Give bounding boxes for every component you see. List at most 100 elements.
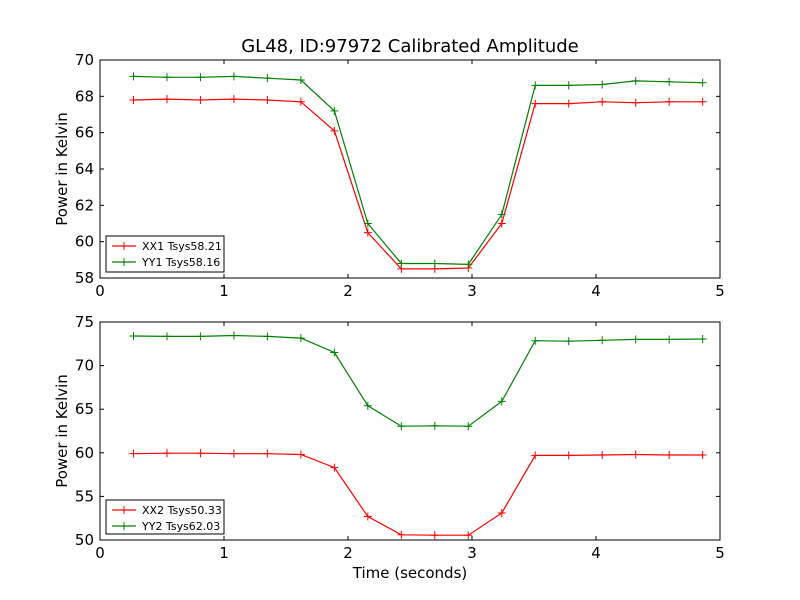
data-point xyxy=(363,401,372,410)
data-point xyxy=(698,450,707,459)
y-tick-label: 65 xyxy=(75,400,94,418)
data-point xyxy=(196,95,205,104)
data-point xyxy=(564,337,573,346)
data-point xyxy=(229,95,238,104)
data-point xyxy=(296,450,305,459)
data-point xyxy=(129,72,138,81)
x-tick-label: 1 xyxy=(219,544,229,562)
series-line-2-2 xyxy=(133,334,703,427)
data-point xyxy=(464,422,473,431)
series-line-2-1 xyxy=(133,452,703,536)
data-point xyxy=(430,259,439,268)
data-point xyxy=(162,73,171,82)
data-point xyxy=(196,449,205,458)
y-tick-label: 60 xyxy=(75,444,94,462)
data-point xyxy=(229,331,238,340)
data-point xyxy=(665,335,674,344)
plots: 0 1 2 3 4 5 58 60 62 64 66 68 70 Power in Kelvin XX1 T… xyxy=(53,51,725,562)
subplot-1: 0 1 2 3 4 5 58 60 62 64 66 68 70 Power in Kelvin XX1 T… xyxy=(53,51,725,300)
data-point xyxy=(129,331,138,340)
data-point xyxy=(363,219,372,228)
y-tick-label: 64 xyxy=(75,160,94,178)
legend-marker xyxy=(120,258,128,266)
y-tick-label: 70 xyxy=(75,51,94,69)
data-point xyxy=(497,508,506,517)
x-tick-label: 0 xyxy=(95,282,105,300)
figure-title: GL48, ID:97972 Calibrated Amplitude xyxy=(241,36,579,57)
data-point xyxy=(162,449,171,458)
data-point xyxy=(397,422,406,431)
data-point xyxy=(531,451,540,460)
x-tick-label: 1 xyxy=(219,282,229,300)
data-point xyxy=(598,80,607,89)
legend-label: YY1 Tsys58.16 xyxy=(141,256,220,269)
data-point xyxy=(162,332,171,341)
data-point xyxy=(564,99,573,108)
data-point xyxy=(464,531,473,540)
x-tick-label: 3 xyxy=(467,282,477,300)
data-point xyxy=(430,421,439,430)
data-point xyxy=(464,260,473,269)
y-tick-label: 62 xyxy=(75,196,94,214)
data-point xyxy=(698,78,707,87)
data-point xyxy=(631,98,640,107)
data-point xyxy=(497,219,506,228)
x-tick-label: 2 xyxy=(343,544,353,562)
legend-box xyxy=(105,235,225,273)
data-point xyxy=(129,95,138,104)
data-point xyxy=(665,97,674,106)
legend-label: XX2 Tsys50.33 xyxy=(142,504,222,517)
x-tick-label: 0 xyxy=(95,544,105,562)
y-axis-label: Power in Kelvin xyxy=(53,112,71,226)
data-point xyxy=(330,348,339,357)
x-axis-label: Time (seconds) xyxy=(352,564,468,582)
y-tick-label: 75 xyxy=(75,313,94,331)
y-tick-label: 50 xyxy=(75,531,94,549)
y-tick-label: 68 xyxy=(75,87,94,105)
data-point xyxy=(598,97,607,106)
y-tick-label: 70 xyxy=(75,357,94,375)
data-point xyxy=(531,336,540,345)
series-line-1-1 xyxy=(133,98,703,270)
data-point xyxy=(598,450,607,459)
legend-marker xyxy=(120,506,128,514)
legend: XX2 Tsys50.33 YY2 Tsys62.03 xyxy=(105,499,225,535)
plot-frame xyxy=(99,321,721,541)
legend-box xyxy=(105,499,225,535)
data-point xyxy=(564,81,573,90)
legend-label: YY2 Tsys62.03 xyxy=(141,520,220,533)
legend-label: XX1 Tsys58.21 xyxy=(142,240,222,253)
data-point xyxy=(330,106,339,115)
x-tick-label: 4 xyxy=(591,544,601,562)
data-point xyxy=(196,332,205,341)
data-point xyxy=(564,451,573,460)
data-point xyxy=(263,449,272,458)
data-point xyxy=(631,76,640,85)
data-point xyxy=(263,74,272,83)
data-point xyxy=(263,332,272,341)
data-point xyxy=(296,75,305,84)
legend: XX1 Tsys58.21 YY1 Tsys58.16 xyxy=(105,235,225,273)
data-point xyxy=(497,397,506,406)
y-tick-label: 58 xyxy=(75,269,94,287)
y-tick-label: 60 xyxy=(75,233,94,251)
data-point xyxy=(296,97,305,106)
data-point xyxy=(531,99,540,108)
data-point xyxy=(631,450,640,459)
data-point xyxy=(330,126,339,135)
data-point xyxy=(397,259,406,268)
data-point xyxy=(129,449,138,458)
x-tick-label: 3 xyxy=(467,544,477,562)
data-point xyxy=(698,97,707,106)
x-tick-label: 5 xyxy=(715,544,725,562)
x-tick-label: 2 xyxy=(343,282,353,300)
data-point xyxy=(363,228,372,237)
data-point xyxy=(430,531,439,540)
y-tick-label: 66 xyxy=(75,124,94,142)
data-point xyxy=(665,77,674,86)
data-point xyxy=(531,81,540,90)
x-tick-label: 5 xyxy=(715,282,725,300)
x-tick-label: 4 xyxy=(591,282,601,300)
